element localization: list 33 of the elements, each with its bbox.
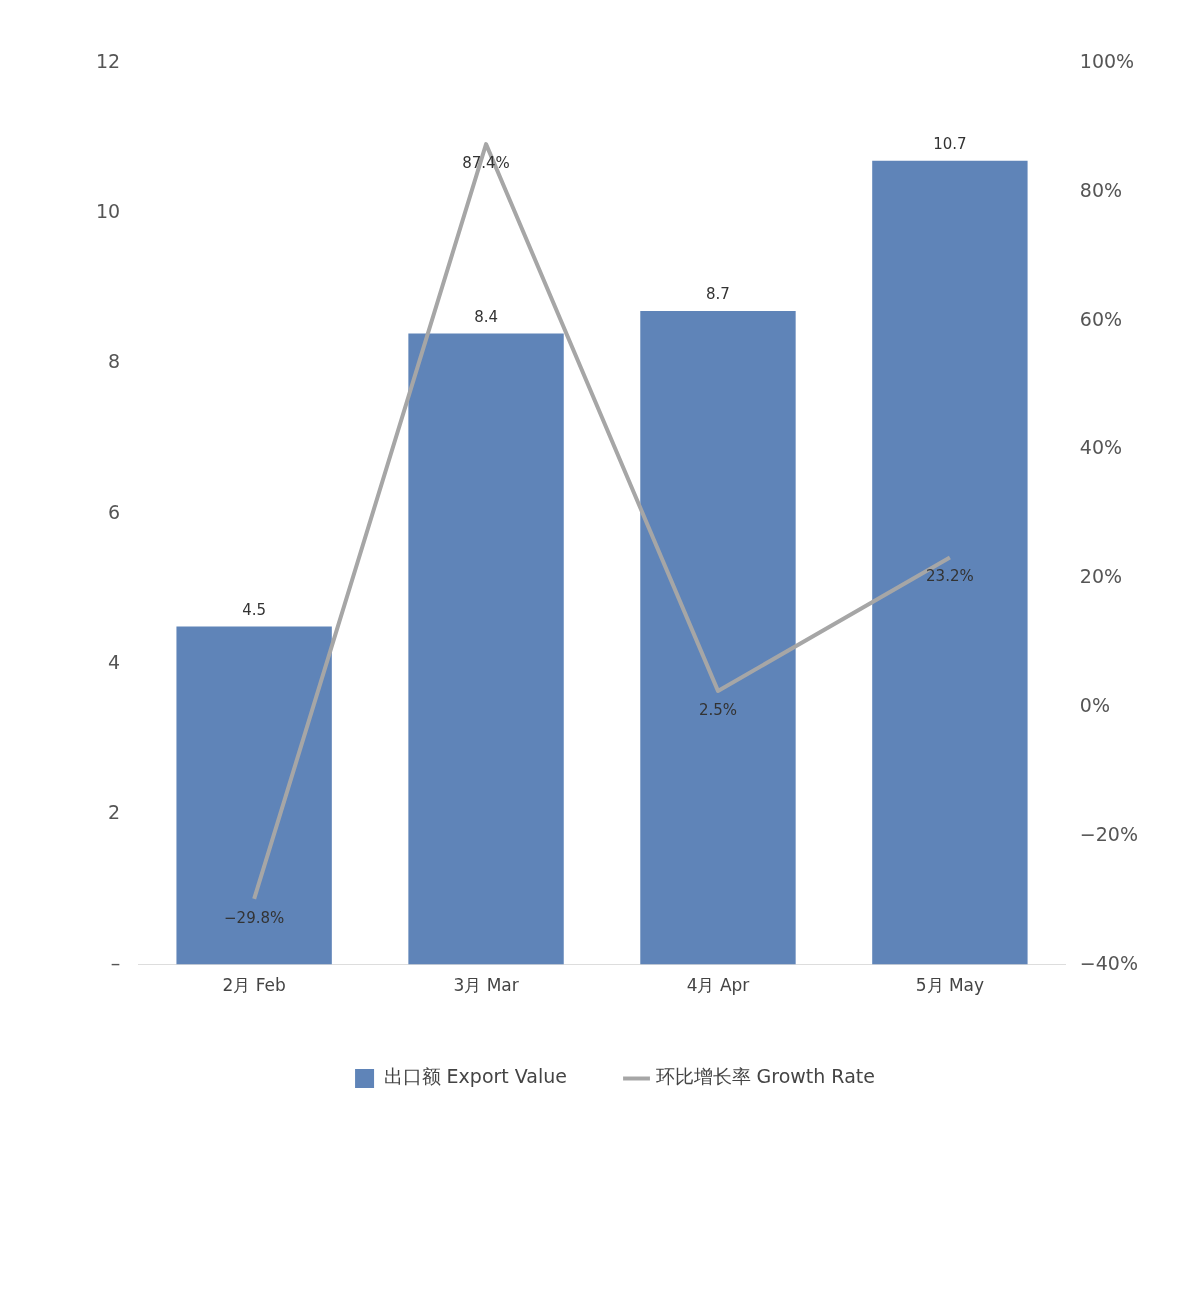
bar xyxy=(176,626,332,965)
y2-tick-label: −20% xyxy=(1079,822,1139,845)
bar xyxy=(872,160,1028,965)
y2-tick-label: 20% xyxy=(1079,565,1123,588)
y2-tick-label: 40% xyxy=(1079,436,1123,459)
y2-tick-label: 80% xyxy=(1079,178,1123,201)
y-tick-label: 6 xyxy=(108,500,121,523)
data-label: 87.4% xyxy=(462,154,510,173)
x-tick-label: 5月 May xyxy=(915,975,985,996)
data-label: 10.7 xyxy=(933,135,967,154)
x-tick-label: 3月 Mar xyxy=(453,975,519,996)
y-tick-label: – xyxy=(110,951,121,974)
data-label: 8.7 xyxy=(706,285,730,304)
legend-label: 环比增长率 Growth Rate xyxy=(655,1065,875,1088)
y2-tick-label: 100% xyxy=(1079,49,1135,72)
y-tick-label: 12 xyxy=(95,49,121,72)
bar xyxy=(640,310,796,965)
y2-tick-label: 60% xyxy=(1079,307,1123,330)
data-label: 2.5% xyxy=(698,700,738,719)
legend-label: 出口额 Export Value xyxy=(383,1065,568,1088)
data-label: −29.8% xyxy=(224,908,285,927)
bar xyxy=(408,333,564,965)
data-label: 4.5 xyxy=(242,600,267,619)
y-tick-label: 10 xyxy=(95,200,121,223)
x-tick-label: 2月 Feb xyxy=(222,975,286,996)
y-tick-label: 4 xyxy=(108,651,121,673)
y-tick-label: 2 xyxy=(108,801,121,824)
y2-tick-label: 0% xyxy=(1079,693,1111,716)
data-label: 23.2% xyxy=(926,567,974,586)
y-tick-label: 8 xyxy=(108,350,121,373)
data-label: 8.4 xyxy=(474,307,498,326)
x-tick-label: 4月 Apr xyxy=(686,975,750,996)
y2-tick-label: −40% xyxy=(1079,951,1139,974)
